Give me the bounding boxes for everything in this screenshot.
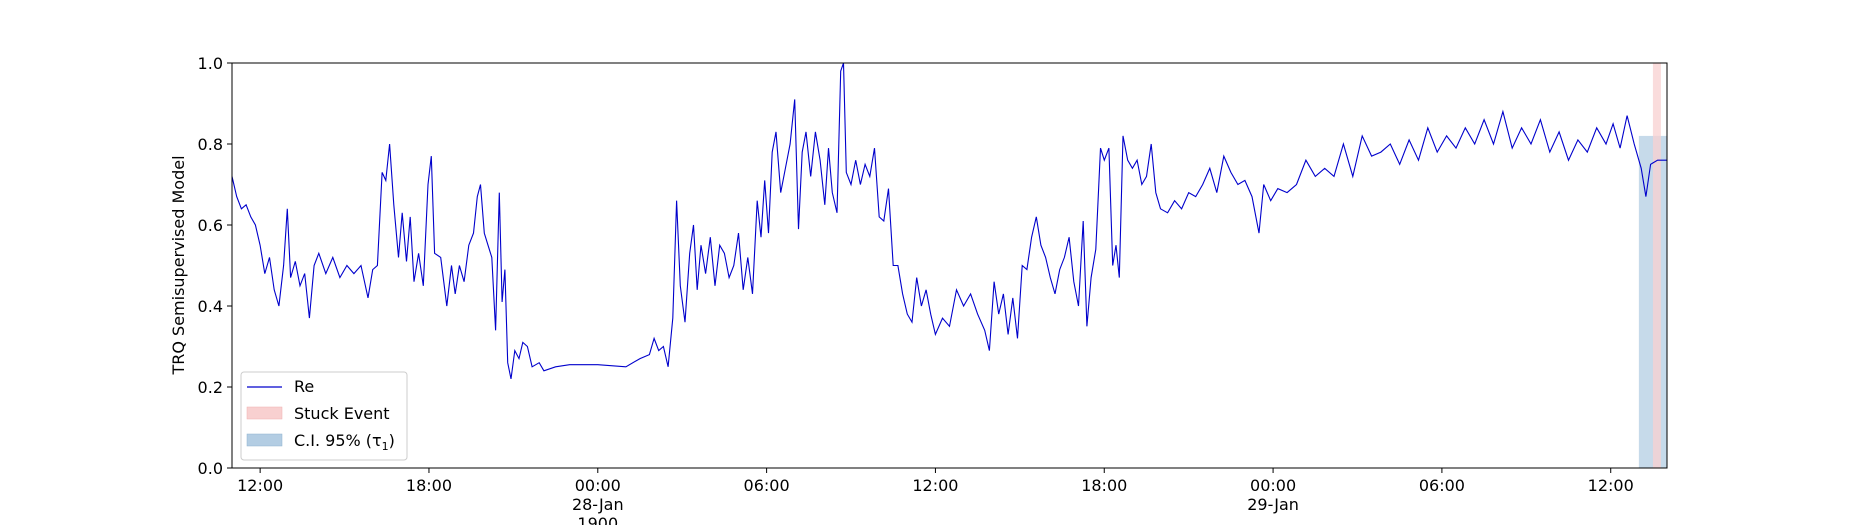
stuck-event-band (1652, 63, 1661, 468)
y-axis-label: TRQ Semisupervised Model (169, 155, 188, 375)
legend-ci-text: C.I. 95% (τ (294, 431, 382, 450)
y-tick-label: 0.2 (198, 378, 223, 397)
legend-box (240, 371, 408, 461)
x-tick-label: 12:00 (237, 476, 283, 495)
y-tick-label: 0.8 (198, 135, 223, 154)
legend-re-label: Re (294, 377, 314, 396)
x-tick-label: 06:00 (1419, 476, 1465, 495)
plot-frame (231, 62, 1668, 469)
x-tick-label: 18:00 (406, 476, 452, 495)
series-line-re (231, 62, 1667, 380)
legend-stuck-event-swatch (246, 406, 283, 420)
y-tick-label: 0.0 (198, 459, 223, 478)
y-axis: 0.0 0.2 0.4 0.6 0.8 1.0 (198, 54, 232, 478)
x-tick-label: 18:00 (1081, 476, 1127, 495)
series-layer (231, 62, 1667, 380)
legend-stuck-event-label: Stuck Event (294, 404, 390, 423)
legend-ci-suffix: ) (389, 431, 395, 450)
y-tick-label: 0.6 (198, 216, 223, 235)
x-tick-label: 12:00 (1588, 476, 1634, 495)
y-tick-label: 1.0 (198, 54, 223, 73)
x-tick-label: 28-Jan (572, 495, 624, 514)
x-tick-label: 29-Jan (1247, 495, 1299, 514)
legend-ci-swatch (246, 433, 283, 447)
legend-ci-label: C.I. 95% (τ1) (294, 431, 395, 453)
x-tick-label: 12:00 (912, 476, 958, 495)
x-tick-label: 00:00 (1250, 476, 1296, 495)
stuck-event-layer (1652, 63, 1661, 468)
x-tick-label: 06:00 (744, 476, 790, 495)
y-tick-label: 0.4 (198, 297, 223, 316)
x-tick-label: 00:00 (575, 476, 621, 495)
x-tick-label: 1900 (577, 514, 618, 525)
legend: Re Stuck Event C.I. 95% (τ1) (240, 371, 408, 461)
legend-ci-subscript: 1 (382, 440, 389, 453)
